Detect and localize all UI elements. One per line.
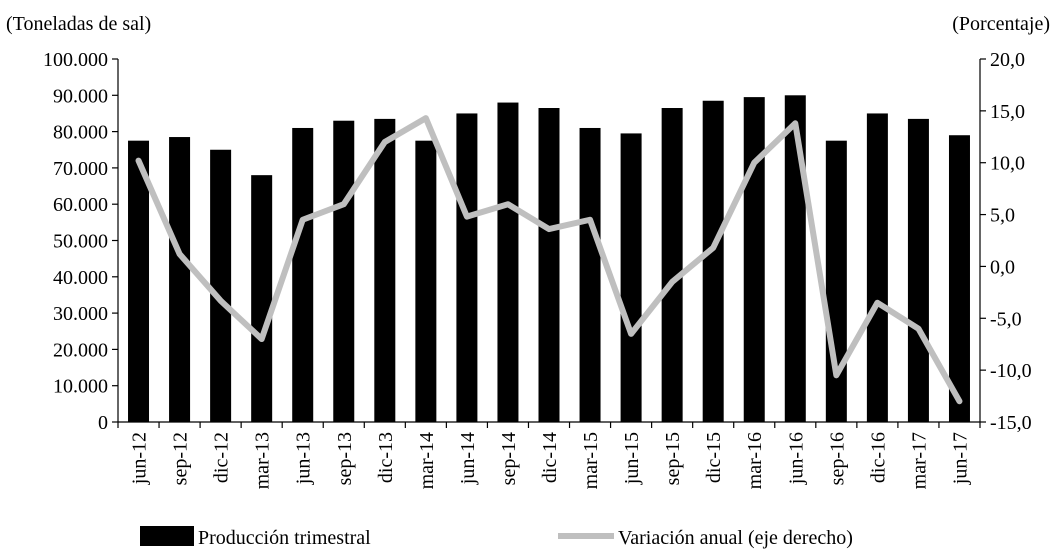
x-tick-label: sep-13 <box>334 432 356 485</box>
bar-jun-16 <box>784 95 806 423</box>
bar-mar-15 <box>579 127 601 422</box>
x-tick-label: sep-15 <box>662 432 684 485</box>
bar-jun-13 <box>292 127 314 422</box>
line-series <box>135 115 963 405</box>
x-tick-label: mar-13 <box>252 432 274 489</box>
bar-sep-15 <box>661 108 683 422</box>
left-tick-label: 20.000 <box>53 339 108 361</box>
x-tick-label: dic-13 <box>375 432 397 483</box>
bar-sep-13 <box>333 120 355 423</box>
x-axis-ticks: jun-12 sep-12 dic-12 mar-13 jun-13 sep-13 dic-… <box>117 422 981 489</box>
x-tick-label: mar-17 <box>908 432 930 489</box>
x-tick-label: dic-14 <box>539 432 561 483</box>
right-axis-unit: (Porcentaje) <box>952 13 1050 35</box>
bar-dic-13 <box>374 118 396 423</box>
left-tick-label: 100.000 <box>43 49 108 71</box>
x-tick-label: jun-15 <box>621 432 643 485</box>
bar-series <box>128 95 970 423</box>
legend-line-label: Variación anual (eje derecho) <box>618 527 853 549</box>
x-tick-label: sep-16 <box>826 432 848 485</box>
legend: Producción trimestral Variación anual (e… <box>140 526 853 549</box>
legend-bar-label: Producción trimestral <box>198 527 371 549</box>
bar-jun-12 <box>128 140 150 423</box>
left-tick-label: 10.000 <box>53 376 108 398</box>
bar-dic-14 <box>538 108 560 422</box>
bar-sep-16 <box>825 140 847 423</box>
x-tick-label: jun-12 <box>129 432 151 485</box>
bar-dic-16 <box>866 113 888 422</box>
bar-sep-14 <box>497 102 519 422</box>
left-tick-label: 50.000 <box>53 231 108 253</box>
left-tick-label: 70.000 <box>53 158 108 180</box>
bar-jun-14 <box>456 113 478 422</box>
left-axis-unit: (Toneladas de sal) <box>6 13 151 35</box>
right-tick-label: -15,0 <box>990 412 1032 434</box>
left-tick-label: 0 <box>98 412 108 434</box>
left-tick-label: 30.000 <box>53 303 108 325</box>
x-tick-label: jun-17 <box>949 432 971 485</box>
bar-mar-16 <box>743 97 765 423</box>
x-tick-label: jun-14 <box>457 432 479 485</box>
left-tick-label: 90.000 <box>53 85 108 107</box>
x-tick-label: jun-13 <box>293 432 315 485</box>
x-tick-label: mar-15 <box>580 432 602 489</box>
right-tick-label: 20,0 <box>990 49 1025 71</box>
bar-dic-12 <box>210 149 232 422</box>
x-tick-label: dic-12 <box>211 432 233 483</box>
right-axis-ticks: -15,0 -10,0 -5,0 0,0 5,0 10,0 15,0 20,0 <box>980 49 1032 434</box>
bar-mar-13 <box>251 175 273 422</box>
x-tick-label: sep-14 <box>498 432 520 485</box>
x-tick-label: dic-16 <box>867 432 889 483</box>
right-tick-label: 10,0 <box>990 153 1025 175</box>
x-tick-label: jun-16 <box>785 432 807 485</box>
x-tick-label: mar-14 <box>416 432 438 489</box>
right-tick-label: -10,0 <box>990 360 1032 382</box>
bar-mar-14 <box>415 140 437 423</box>
right-tick-label: 0,0 <box>990 256 1015 278</box>
left-tick-label: 80.000 <box>53 122 108 144</box>
right-tick-label: 15,0 <box>990 101 1025 123</box>
x-tick-label: mar-16 <box>744 432 766 489</box>
x-tick-label: sep-12 <box>170 432 192 485</box>
bar-sep-12 <box>169 137 191 423</box>
right-tick-label: 5,0 <box>990 205 1015 227</box>
x-tick-label: dic-15 <box>703 432 725 483</box>
bar-jun-17 <box>948 135 970 423</box>
bar-dic-15 <box>702 100 724 423</box>
legend-bar-swatch <box>140 526 194 546</box>
bar-jun-15 <box>620 133 642 423</box>
bar-mar-17 <box>907 118 929 423</box>
left-tick-label: 60.000 <box>53 194 108 216</box>
right-tick-label: -5,0 <box>990 308 1022 330</box>
left-tick-label: 40.000 <box>53 267 108 289</box>
left-axis-ticks: 0 10.000 20.000 30.000 40.000 50.000 60.000 70.… <box>43 49 118 434</box>
